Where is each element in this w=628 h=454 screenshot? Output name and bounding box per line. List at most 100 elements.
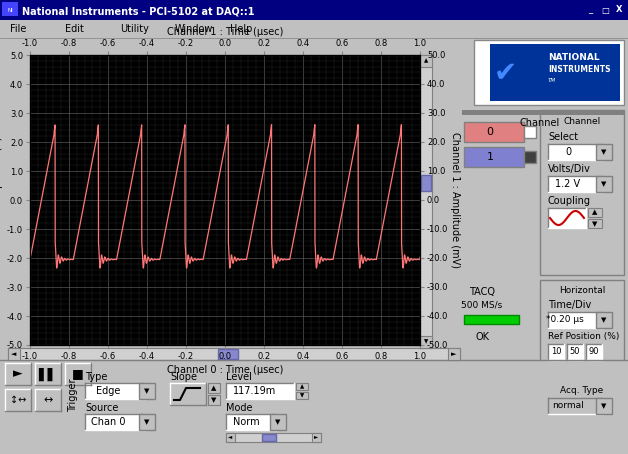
Bar bbox=[5, 363, 31, 385]
Bar bbox=[596, 144, 612, 160]
Bar bbox=[474, 40, 624, 105]
Bar bbox=[548, 144, 603, 160]
Bar bbox=[524, 151, 536, 163]
Bar bbox=[490, 44, 620, 101]
Bar bbox=[208, 383, 220, 393]
Text: Level: Level bbox=[226, 372, 252, 382]
Text: Coupling: Coupling bbox=[548, 196, 591, 206]
Bar bbox=[312, 433, 321, 442]
Text: ↔: ↔ bbox=[43, 395, 53, 405]
Y-axis label: Channel 0 : Amplitude (V): Channel 0 : Amplitude (V) bbox=[0, 137, 3, 263]
Text: 117.19m: 117.19m bbox=[234, 386, 276, 396]
Text: 50: 50 bbox=[570, 347, 580, 356]
Text: TM: TM bbox=[548, 78, 556, 83]
Text: Horizontal: Horizontal bbox=[559, 286, 605, 295]
Bar bbox=[567, 344, 583, 360]
Text: ↕↔: ↕↔ bbox=[10, 395, 26, 405]
Text: Slope: Slope bbox=[170, 372, 197, 382]
Text: Window: Window bbox=[175, 24, 214, 34]
Bar bbox=[588, 219, 602, 228]
Text: ✔: ✔ bbox=[494, 59, 517, 87]
Text: INSTRUMENTS: INSTRUMENTS bbox=[548, 65, 610, 74]
Bar bbox=[8, 348, 20, 360]
Bar bbox=[596, 398, 612, 414]
Bar bbox=[170, 383, 206, 405]
Text: OK: OK bbox=[475, 332, 489, 342]
Text: Source: Source bbox=[85, 403, 118, 413]
Bar bbox=[540, 280, 624, 375]
Text: ▲: ▲ bbox=[211, 385, 217, 391]
Bar bbox=[462, 110, 624, 115]
X-axis label: Channel 0 : Time (µsec): Channel 0 : Time (µsec) bbox=[167, 365, 283, 375]
Bar bbox=[30, 55, 420, 345]
Text: ▼: ▼ bbox=[275, 419, 281, 425]
Text: National Instruments - PCI-5102 at DAQ::1: National Instruments - PCI-5102 at DAQ::… bbox=[22, 6, 254, 16]
Text: Norm: Norm bbox=[233, 417, 259, 427]
Text: ◄: ◄ bbox=[11, 351, 17, 357]
Text: File: File bbox=[10, 24, 26, 34]
Bar bbox=[65, 363, 91, 385]
Bar bbox=[420, 55, 432, 67]
Text: ■: ■ bbox=[72, 367, 84, 380]
Bar bbox=[0, 0, 628, 20]
Text: Volts/Div: Volts/Div bbox=[548, 164, 591, 174]
Bar bbox=[139, 414, 155, 430]
Bar bbox=[420, 55, 432, 348]
Text: ▼: ▼ bbox=[602, 181, 607, 187]
Bar bbox=[5, 389, 31, 411]
Bar bbox=[218, 349, 238, 359]
Text: ▲: ▲ bbox=[424, 59, 428, 64]
Text: _: _ bbox=[588, 5, 592, 15]
Bar bbox=[548, 312, 603, 328]
Text: Help: Help bbox=[230, 24, 252, 34]
Text: X: X bbox=[615, 5, 622, 15]
Bar bbox=[464, 147, 524, 167]
Bar bbox=[35, 389, 61, 411]
Text: Mode: Mode bbox=[226, 403, 252, 413]
Bar bbox=[35, 363, 61, 385]
Bar bbox=[139, 383, 155, 399]
Text: ▼: ▼ bbox=[211, 397, 217, 403]
Text: Utility: Utility bbox=[120, 24, 149, 34]
Text: ▼: ▼ bbox=[602, 317, 607, 323]
Text: 90: 90 bbox=[589, 347, 599, 356]
Text: ▼: ▼ bbox=[300, 394, 304, 399]
Text: *0.20 µs: *0.20 µs bbox=[546, 316, 584, 325]
Text: Time/Div: Time/Div bbox=[548, 300, 591, 310]
Text: TACQ: TACQ bbox=[469, 287, 495, 297]
Text: Edge: Edge bbox=[96, 386, 120, 396]
Y-axis label: Channel 1 : Amplitude (mV): Channel 1 : Amplitude (mV) bbox=[450, 132, 460, 268]
Text: ▼: ▼ bbox=[424, 340, 428, 345]
Text: □: □ bbox=[601, 5, 609, 15]
Text: Acq. Type: Acq. Type bbox=[560, 386, 604, 395]
Text: NATIONAL: NATIONAL bbox=[548, 54, 600, 63]
Text: ►: ► bbox=[314, 434, 318, 439]
Text: 0: 0 bbox=[565, 147, 571, 157]
Bar bbox=[420, 336, 432, 348]
X-axis label: Channel 1 : Time (µsec): Channel 1 : Time (µsec) bbox=[167, 27, 283, 37]
Text: ▼: ▼ bbox=[602, 149, 607, 155]
Bar bbox=[270, 414, 286, 430]
Text: Edit: Edit bbox=[65, 24, 84, 34]
Bar bbox=[464, 315, 519, 324]
Bar bbox=[85, 414, 145, 430]
Text: ▼: ▼ bbox=[592, 221, 598, 227]
Text: 1: 1 bbox=[487, 152, 494, 162]
Bar bbox=[2, 2, 18, 16]
Text: ►: ► bbox=[452, 351, 457, 357]
Bar bbox=[226, 414, 276, 430]
Bar bbox=[596, 176, 612, 192]
Bar bbox=[296, 392, 308, 399]
Text: Channel: Channel bbox=[520, 118, 560, 128]
Text: ▼: ▼ bbox=[144, 388, 149, 394]
Text: 500 MS/s: 500 MS/s bbox=[462, 300, 502, 309]
Text: 0: 0 bbox=[487, 127, 494, 137]
Text: Select: Select bbox=[548, 132, 578, 142]
Bar bbox=[262, 434, 276, 441]
Text: Trigger: Trigger bbox=[68, 378, 78, 412]
Text: Channel: Channel bbox=[563, 117, 600, 126]
Bar bbox=[0, 360, 628, 454]
Bar bbox=[226, 433, 321, 442]
Text: ▲: ▲ bbox=[592, 209, 598, 215]
Bar bbox=[296, 383, 308, 390]
